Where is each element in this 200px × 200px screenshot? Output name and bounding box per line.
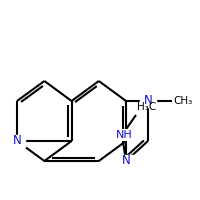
Text: N: N <box>122 154 130 168</box>
Text: H₃C: H₃C <box>137 102 156 112</box>
Polygon shape <box>118 155 134 167</box>
Text: N: N <box>144 95 152 108</box>
Text: NH: NH <box>116 130 132 140</box>
Polygon shape <box>140 95 156 107</box>
Polygon shape <box>9 135 25 147</box>
Text: CH₃: CH₃ <box>173 96 192 106</box>
Text: N: N <box>13 134 21 148</box>
